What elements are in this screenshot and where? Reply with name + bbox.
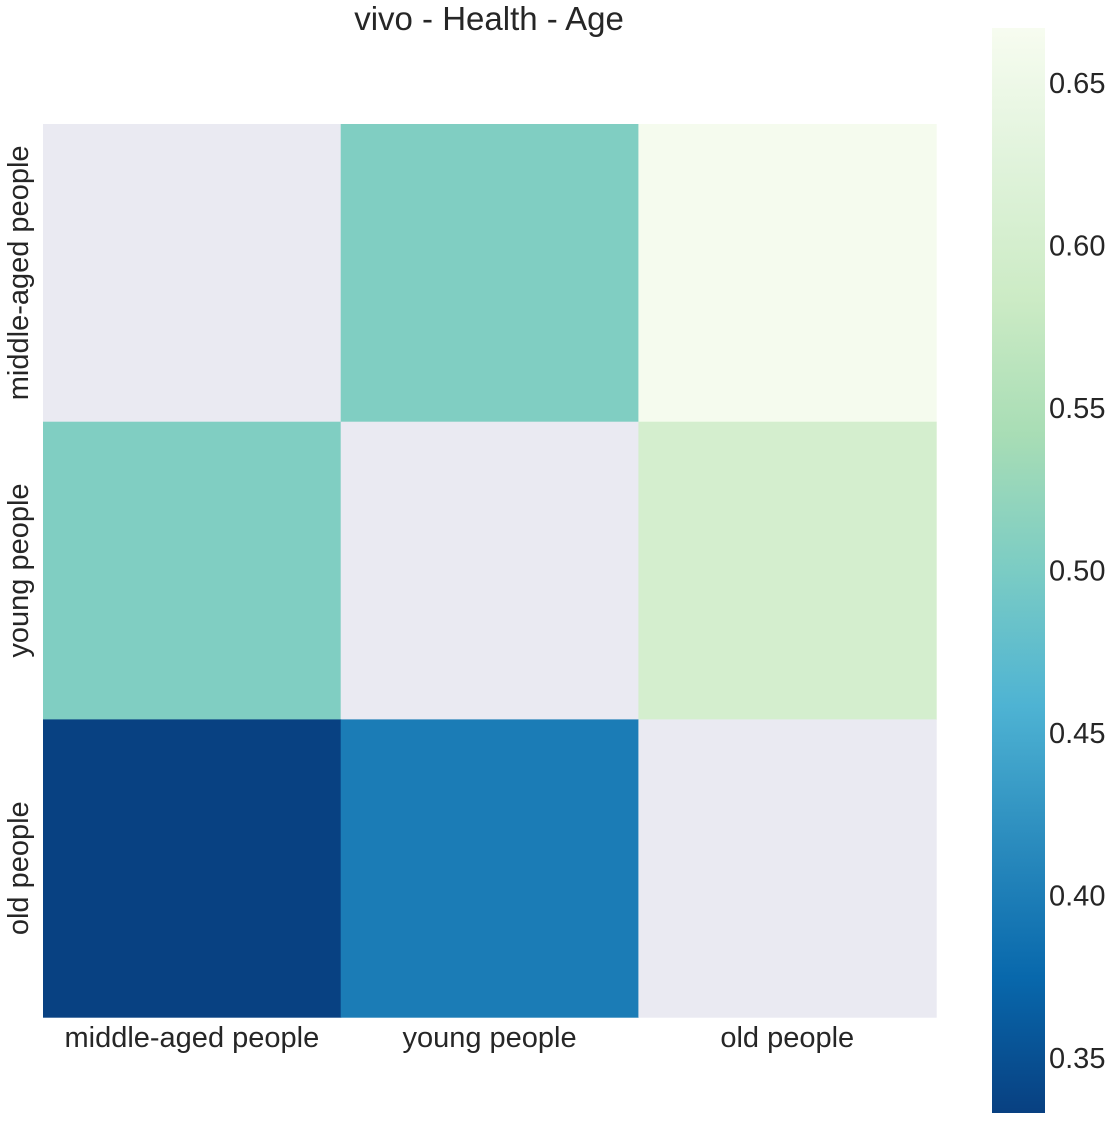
colorbar-tick-label: 0.65 (1049, 68, 1105, 100)
colorbar-tick-label: 0.45 (1049, 718, 1105, 750)
heatmap-cell (43, 124, 342, 423)
y-tick-label: middle-aged people (3, 145, 35, 400)
x-tick-label: old people (720, 1022, 854, 1054)
y-axis-ticks: middle-aged people young people old people (3, 145, 35, 935)
x-tick-label: middle-aged people (64, 1022, 319, 1054)
colorbar-tick-label: 0.60 (1049, 231, 1105, 263)
colorbar: 0.35 0.40 0.45 0.50 0.55 0.60 0.65 (992, 28, 1105, 1113)
colorbar-tick-label: 0.40 (1049, 880, 1105, 912)
y-tick-label: old people (3, 801, 35, 935)
colorbar-gradient (992, 28, 1045, 1113)
colorbar-tick-label: 0.55 (1049, 393, 1105, 425)
heatmap-cell (638, 719, 937, 1018)
colorbar-tick-label: 0.50 (1049, 556, 1105, 588)
heatmap-cell (340, 719, 639, 1018)
x-axis-ticks: middle-aged people young people old people (64, 1022, 854, 1054)
heatmap-cell (43, 421, 342, 720)
heatmap-cell (340, 421, 639, 720)
heatmap-cell (638, 421, 937, 720)
colorbar-tick-label: 0.35 (1049, 1043, 1105, 1075)
heatmap-cell (638, 124, 937, 423)
heatmap-cells (43, 124, 937, 1018)
y-tick-label: young people (3, 483, 35, 657)
x-tick-label: young people (402, 1022, 576, 1054)
colorbar-ticks: 0.35 0.40 0.45 0.50 0.55 0.60 0.65 (1049, 68, 1105, 1075)
chart-title: vivo - Health - Age (354, 0, 624, 37)
heatmap-cell (340, 124, 639, 423)
heatmap-cell (43, 719, 342, 1018)
